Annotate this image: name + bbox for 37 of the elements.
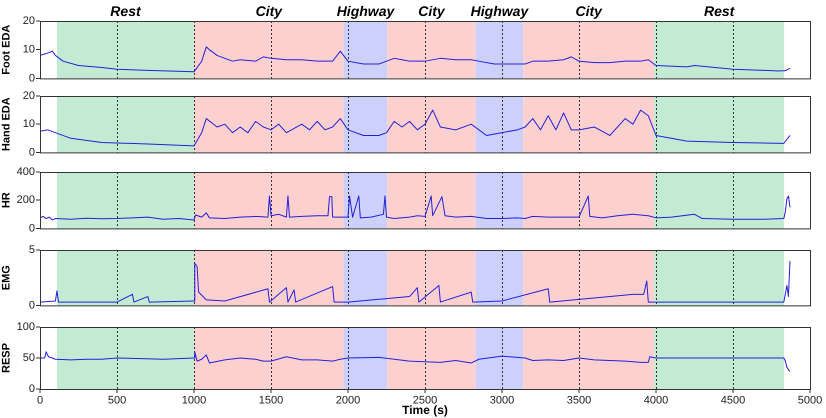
band-label: Highway (470, 2, 530, 19)
y-tick-label: 50 (22, 352, 35, 364)
band-label: City (256, 2, 284, 19)
band-label: City (418, 2, 446, 19)
y-tick-label: 0 (28, 383, 35, 396)
x-tick-label: 1000 (182, 394, 206, 407)
y-axis-title: Foot EDA (0, 24, 13, 75)
x-tick-label: 4500 (720, 394, 746, 407)
x-tick-label: 4000 (644, 394, 668, 407)
x-tick-label: 500 (108, 394, 126, 407)
y-tick-label: 0 (28, 146, 35, 158)
y-tick-label: 100 (16, 321, 35, 334)
y-axis-title: RESP (0, 343, 13, 373)
y-tick-label: 20 (22, 15, 35, 28)
y-tick-label: 0 (28, 72, 35, 84)
x-tick-label: 3500 (566, 394, 592, 407)
x-tick-label: 5000 (798, 394, 822, 407)
y-tick-label: 200 (16, 194, 35, 206)
y-tick-label: 5 (28, 244, 35, 256)
y-axis-title: HR (0, 192, 13, 208)
x-tick-label: 0 (36, 394, 44, 407)
band-label: Rest (110, 2, 142, 19)
band-label: Highway (336, 2, 396, 19)
x-axis-title: Time (s) (402, 403, 448, 418)
y-axis-title: Hand EDA (0, 97, 13, 152)
x-tick-label: 1500 (258, 394, 284, 407)
x-tick-label: 3000 (490, 394, 514, 407)
band-label: City (575, 2, 604, 19)
y-tick-label: 10 (22, 118, 35, 130)
y-tick-label: 20 (22, 90, 35, 102)
y-tick-label: 0 (28, 222, 35, 234)
y-tick-label: 10 (22, 44, 35, 56)
y-axis-title: EMG (0, 265, 13, 290)
band-label: Rest (704, 2, 736, 19)
x-tick-label: 2000 (336, 394, 360, 407)
y-tick-label: 400 (16, 166, 35, 178)
y-tick-label: 0 (28, 299, 35, 312)
